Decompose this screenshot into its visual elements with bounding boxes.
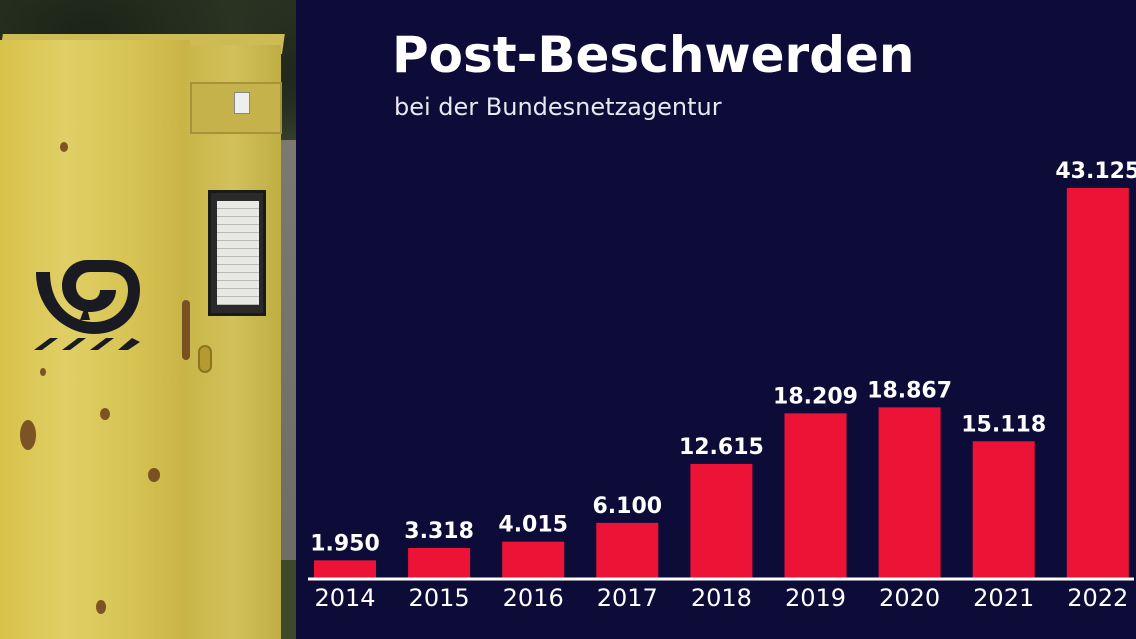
- data-label-2018: 12.615: [679, 435, 764, 460]
- x-tick-label-2021: 2021: [973, 584, 1034, 612]
- bar-2014: [314, 560, 376, 578]
- bar-2016: [502, 541, 565, 578]
- rust-spot: [60, 142, 68, 152]
- bar-2019: [784, 413, 847, 578]
- rust-streak: [182, 300, 190, 360]
- x-tick-label-2019: 2019: [785, 584, 846, 612]
- bar-2022: [1066, 188, 1129, 578]
- rust-spot: [20, 420, 36, 450]
- data-label-2017: 6.100: [593, 494, 663, 519]
- rust-spot: [40, 368, 46, 376]
- bar-2021: [972, 441, 1035, 578]
- lock-icon: [198, 345, 212, 373]
- rust-spot: [100, 408, 110, 420]
- chart-title: Post-Beschwerden: [392, 26, 915, 84]
- data-label-2014: 1.950: [310, 531, 380, 556]
- postbox-photo: [0, 0, 296, 639]
- bar-2018: [690, 463, 753, 578]
- bar-2015: [408, 547, 471, 578]
- mail-slot-flap: [190, 82, 282, 134]
- data-label-2019: 18.209: [773, 384, 858, 409]
- data-label-2016: 4.015: [498, 513, 568, 538]
- post-horn-icon: [34, 260, 140, 350]
- collection-times-sheet: [217, 201, 259, 305]
- x-tick-label-2022: 2022: [1067, 584, 1128, 612]
- bar-2017: [596, 522, 659, 578]
- x-tick-label-2016: 2016: [503, 584, 564, 612]
- x-tick-label-2015: 2015: [409, 584, 470, 612]
- postbox-side: [185, 45, 281, 639]
- chart-subtitle: bei der Bundesnetzagentur: [394, 93, 722, 121]
- collection-times-plate: [208, 190, 266, 316]
- x-tick-label-2018: 2018: [691, 584, 752, 612]
- rust-spot: [148, 468, 160, 482]
- data-label-2020: 18.867: [867, 378, 952, 403]
- data-label-2022: 43.125: [1055, 159, 1136, 184]
- rust-spot: [96, 600, 106, 614]
- bar-chart: 1.950 2014 3.318 2015 4.015 2016 6.100 2017 12.6…: [308, 159, 1136, 612]
- slot-tag: [234, 92, 250, 114]
- x-tick-label-2017: 2017: [597, 584, 658, 612]
- x-tick-label-2014: 2014: [314, 584, 375, 612]
- postbox-front: [0, 40, 190, 639]
- data-label-2021: 15.118: [961, 412, 1046, 437]
- bar-2020: [878, 407, 941, 578]
- data-label-2015: 3.318: [404, 519, 474, 544]
- x-tick-label-2020: 2020: [879, 584, 940, 612]
